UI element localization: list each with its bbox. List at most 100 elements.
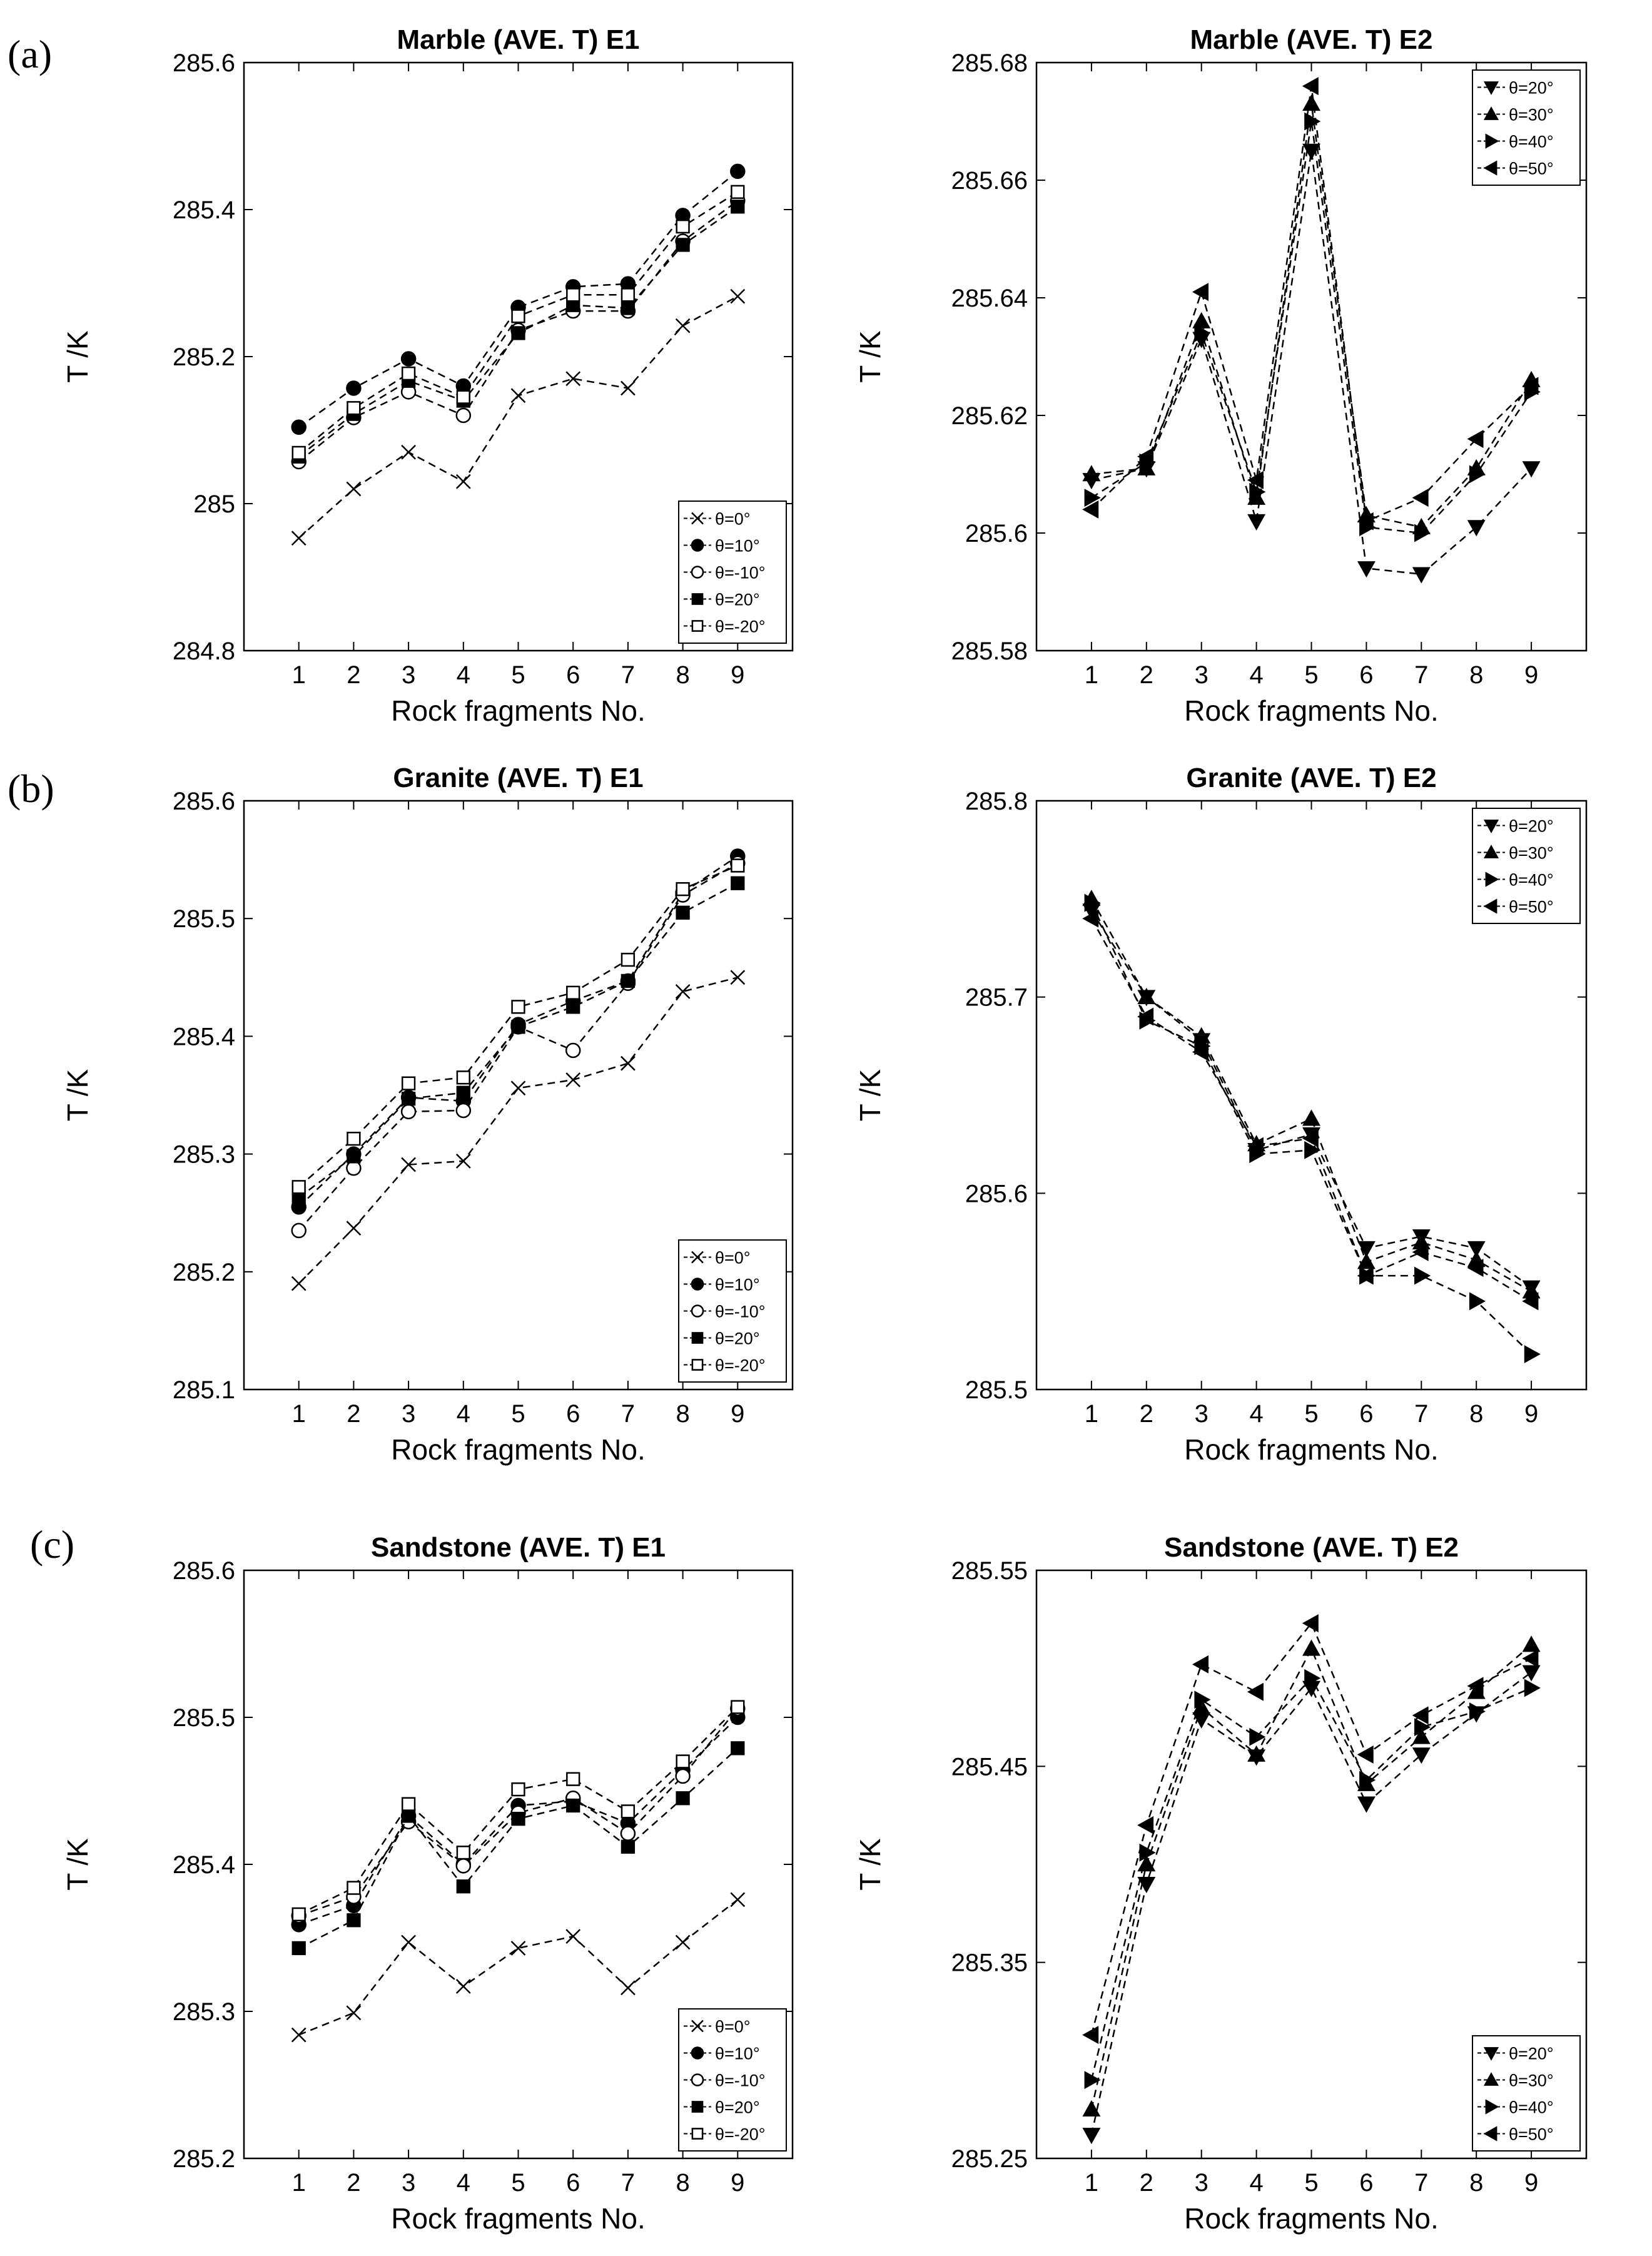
x-tick-label: 8 (676, 661, 689, 689)
y-tick-label: 285.6 (173, 788, 235, 815)
legend-marker (691, 620, 704, 632)
data-point (510, 1080, 526, 1096)
data-point (565, 371, 581, 387)
data-point (621, 1055, 636, 1071)
chart-4: Granite (AVE. T) E2 1 2 3 4 5 6 7 8 9 285.5 285.6 28… (854, 763, 1588, 1466)
data-point (1084, 489, 1101, 507)
series-2 (291, 163, 746, 435)
data-point (1359, 1771, 1376, 1789)
legend-marker (691, 512, 704, 525)
series-5 (291, 1700, 745, 1922)
series-line (1091, 150, 1533, 576)
x-tick-label: 7 (621, 2169, 635, 2197)
legend-marker (1483, 820, 1499, 833)
x-tick-label: 6 (566, 661, 580, 689)
data-point (401, 1934, 416, 1950)
data-point (621, 1839, 636, 1854)
legend-entry: θ=10° (715, 537, 760, 556)
data-point (1357, 1266, 1374, 1285)
data-point (511, 309, 525, 323)
data-point (1414, 1266, 1431, 1285)
series-line (298, 170, 739, 428)
data-point (675, 1934, 691, 1950)
x-tick-label: 7 (1414, 1400, 1428, 1428)
legend-marker (1483, 160, 1497, 176)
x-tick-label: 3 (402, 661, 415, 689)
legend: θ=0° θ=10° θ=-10° θ=20° θ=-20° (678, 1239, 787, 1383)
data-point (1469, 1292, 1486, 1311)
data-point (1467, 1241, 1486, 1258)
legend-entry: θ=-10° (715, 1303, 766, 1321)
series-1 (1082, 903, 1541, 1297)
data-point (731, 185, 745, 199)
data-point (566, 1000, 580, 1014)
series-5 (291, 858, 745, 1194)
data-point (1469, 1702, 1486, 1721)
y-tick-label: 285.6 (173, 1557, 235, 1585)
panel-label-a: (a) (8, 32, 52, 76)
x-axis-label: Rock fragments No. (1184, 694, 1438, 727)
x-tick-label: 3 (1195, 661, 1209, 689)
series-3 (1084, 1669, 1541, 2090)
series-line (298, 865, 738, 1188)
y-tick-label: 285.4 (173, 196, 235, 224)
data-point (730, 1892, 746, 1908)
data-point (621, 301, 636, 315)
data-point (291, 531, 307, 546)
data-point (566, 1798, 580, 1813)
legend-entry: θ=-20° (715, 2125, 766, 2144)
y-tick-label: 284.8 (173, 638, 235, 665)
data-point (675, 983, 691, 999)
legend-entry: θ=-20° (715, 617, 766, 636)
data-point (1414, 524, 1431, 542)
x-tick-label: 2 (1140, 661, 1153, 689)
data-point (1137, 987, 1156, 1004)
data-point (1137, 1007, 1154, 1026)
y-axis-label: T /K (854, 1838, 886, 1891)
legend-marker (1483, 2126, 1497, 2142)
x-tick-label: 1 (1085, 2169, 1098, 2197)
data-point (566, 985, 580, 1000)
data-point (675, 1768, 691, 1784)
data-point (620, 1826, 636, 1841)
y-tick-label: 285.64 (951, 285, 1028, 312)
data-point (1357, 561, 1376, 578)
data-point (511, 1812, 525, 1826)
legend-marker (691, 2128, 704, 2140)
data-point (621, 952, 636, 967)
data-point (456, 1085, 470, 1100)
y-tick-label: 285.55 (951, 1557, 1028, 1585)
y-tick-label: 285.5 (173, 1704, 235, 1732)
series-3 (1084, 112, 1541, 542)
series-line (1090, 1671, 1532, 2135)
legend-entry: θ=-10° (715, 2071, 766, 2090)
data-point (1084, 2071, 1101, 2090)
data-point (401, 444, 416, 460)
data-point (675, 318, 691, 333)
series-1 (1082, 143, 1541, 584)
series-4 (291, 876, 745, 1205)
data-point (1247, 1745, 1266, 1762)
data-point (1082, 2100, 1101, 2116)
data-point (1412, 1727, 1431, 1744)
data-point (1247, 1137, 1264, 1156)
series-4 (1082, 1614, 1539, 2045)
data-point (676, 238, 690, 252)
data-point (1412, 489, 1429, 507)
legend-marker (691, 539, 704, 552)
data-point (676, 882, 690, 897)
data-point (456, 1879, 470, 1894)
data-point (455, 1979, 471, 1994)
legend-marker (691, 593, 704, 605)
data-point (511, 1020, 525, 1034)
data-point (1192, 283, 1209, 302)
legend-entry: θ=50° (1509, 160, 1554, 178)
x-tick-label: 5 (511, 661, 525, 689)
data-point (1412, 1706, 1429, 1725)
chart-5: Sandstone (AVE. T) E1 1 2 3 4 5 6 7 8 9 285.2 285.3… (61, 1532, 794, 2235)
data-point (1302, 94, 1320, 111)
data-point (731, 1741, 745, 1756)
series-1 (1082, 1665, 1541, 2145)
data-point (347, 1881, 361, 1895)
y-tick-label: 285.5 (173, 905, 235, 933)
